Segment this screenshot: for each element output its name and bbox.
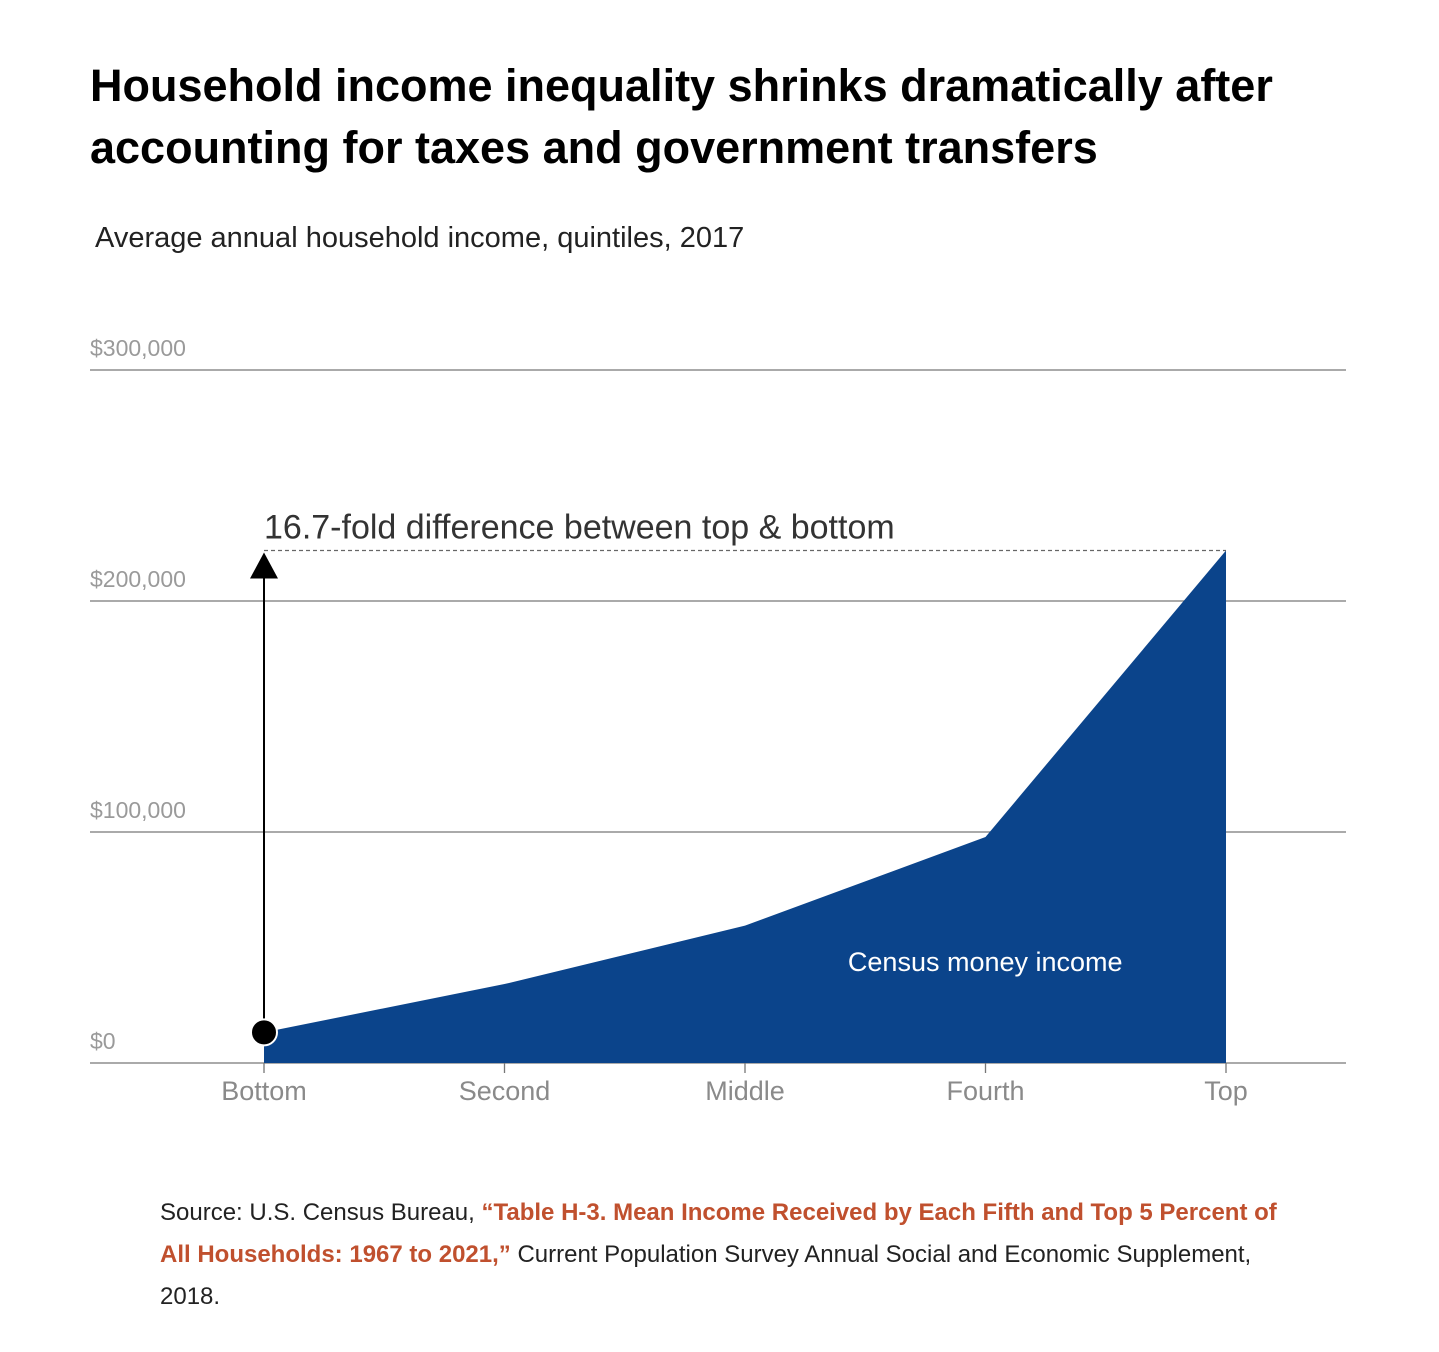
series-area: Census money income xyxy=(264,550,1226,1063)
x-axis-ticks: Bottom Second Middle Fourth Top xyxy=(221,1063,1248,1106)
area-chart: $0 $100,000 $200,000 $300,000 Census money … xyxy=(90,335,1346,1106)
chart-subtitle: Average annual household income, quintil… xyxy=(95,222,745,254)
y-tick-label: $0 xyxy=(90,1028,116,1054)
source-prefix: Source: U.S. Census Bureau, xyxy=(160,1199,482,1226)
y-tick-label: $300,000 xyxy=(90,335,186,361)
x-tick-label: Fourth xyxy=(946,1076,1024,1106)
x-tick-label: Second xyxy=(459,1076,551,1106)
source-note: Source: U.S. Census Bureau, “Table H-3. … xyxy=(160,1192,1280,1318)
chart-title: Household income inequality shrinks dram… xyxy=(90,60,1273,173)
x-tick-label: Bottom xyxy=(221,1076,307,1106)
annotation-label: 16.7-fold difference between top & botto… xyxy=(264,509,895,547)
source-suffix: Current Population Survey Annual Social … xyxy=(160,1241,1252,1310)
bottom-point xyxy=(250,1018,278,1047)
arrow-head xyxy=(250,552,278,579)
y-axis-ticks: $0 $100,000 $200,000 $300,000 xyxy=(90,335,186,1054)
x-tick-label: Top xyxy=(1204,1076,1248,1106)
y-tick-label: $100,000 xyxy=(90,797,186,823)
y-tick-label: $200,000 xyxy=(90,566,186,592)
area-census-money-income xyxy=(264,550,1226,1063)
annotation: 16.7-fold difference between top & botto… xyxy=(250,509,1226,1047)
x-tick-label: Middle xyxy=(705,1076,785,1106)
source-link[interactable]: “Table H-3. Mean Income Received by Each… xyxy=(160,1199,1277,1268)
series-label: Census money income xyxy=(848,947,1123,977)
